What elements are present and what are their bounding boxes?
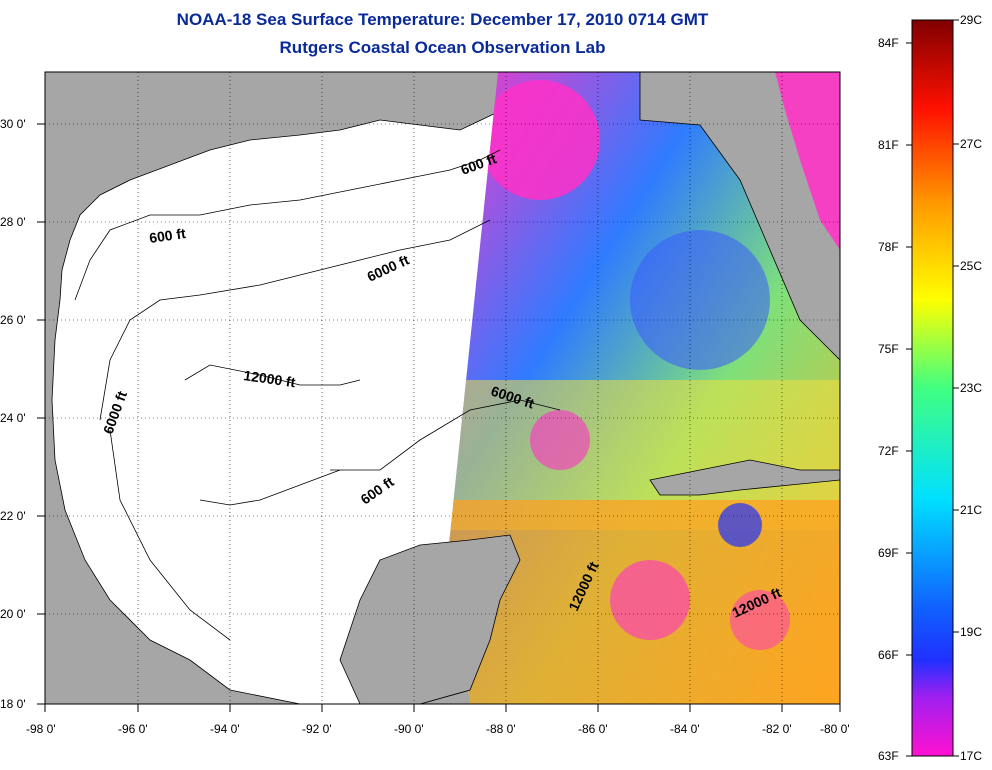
map-panel: 600 ft 600 ft 6000 ft 6000 ft 12000 ft 6… <box>45 72 840 704</box>
colorbar-f-label: 75F <box>878 342 899 356</box>
colorbar-f-label: 84F <box>878 36 899 50</box>
colorbar-c-label: 21C <box>960 503 982 517</box>
x-tick-label: -84 0' <box>670 722 700 736</box>
x-tick-label: -80 0' <box>820 722 850 736</box>
colorbar-c-label: 25C <box>960 259 982 273</box>
x-tick-label: -94 0' <box>210 722 240 736</box>
contour-label-600ft: 600 ft <box>148 225 187 246</box>
colorbar-ticks <box>906 19 959 757</box>
y-tick-label: 24 0' <box>0 411 26 425</box>
x-tick-label: -88 0' <box>486 722 516 736</box>
contour-label-12000ft: 12000 ft <box>243 367 297 390</box>
x-tick-label: -92 0' <box>302 722 332 736</box>
map-frame <box>44 71 841 705</box>
y-tick-label: 26 0' <box>0 313 26 327</box>
cuba-land <box>649 459 840 496</box>
colorbar-gradient <box>911 19 954 757</box>
colorbar-c-label: 27C <box>960 137 982 151</box>
colorbar-f-label: 66F <box>878 648 899 662</box>
graticule <box>45 72 840 704</box>
y-tick-label: 30 0' <box>0 117 26 131</box>
colorbar-f-label: 81F <box>878 138 899 152</box>
y-tick-label: 28 0' <box>0 215 26 229</box>
colorbar-f-label: 63F <box>878 749 899 763</box>
map-ticks <box>37 123 841 712</box>
colorbar-c-label: 19C <box>960 625 982 639</box>
x-tick-label: -90 0' <box>394 722 424 736</box>
map-subtitle: Rutgers Coastal Ocean Observation Lab <box>279 38 606 57</box>
florida-land <box>639 72 840 361</box>
x-tick-label: -98 0' <box>26 722 56 736</box>
yucatan-land <box>339 534 521 704</box>
colorbar-f-label: 69F <box>878 546 899 560</box>
sst-satellite-swath <box>449 72 840 704</box>
colorbar-f-label: 78F <box>878 240 899 254</box>
x-tick-label: -86 0' <box>578 722 608 736</box>
florida-east-coast-sst <box>775 72 840 250</box>
y-tick-label: 18 0' <box>0 697 26 711</box>
colorbar-c-label: 23C <box>960 381 982 395</box>
x-tick-label: -82 0' <box>762 722 792 736</box>
x-tick-label: -96 0' <box>118 722 148 736</box>
colorbar-c-label: 17C <box>960 749 982 763</box>
map-title: NOAA-18 Sea Surface Temperature: Decembe… <box>176 10 709 29</box>
colorbar-c-label: 29C <box>960 13 982 27</box>
colorbar: 84F 81F 78F 75F 72F 69F 66F 63F 29C 27C … <box>878 13 982 763</box>
colorbar-f-label: 72F <box>878 444 899 458</box>
y-tick-label: 22 0' <box>0 509 26 523</box>
y-tick-label: 20 0' <box>0 607 26 621</box>
bathymetry-contours <box>74 149 561 641</box>
